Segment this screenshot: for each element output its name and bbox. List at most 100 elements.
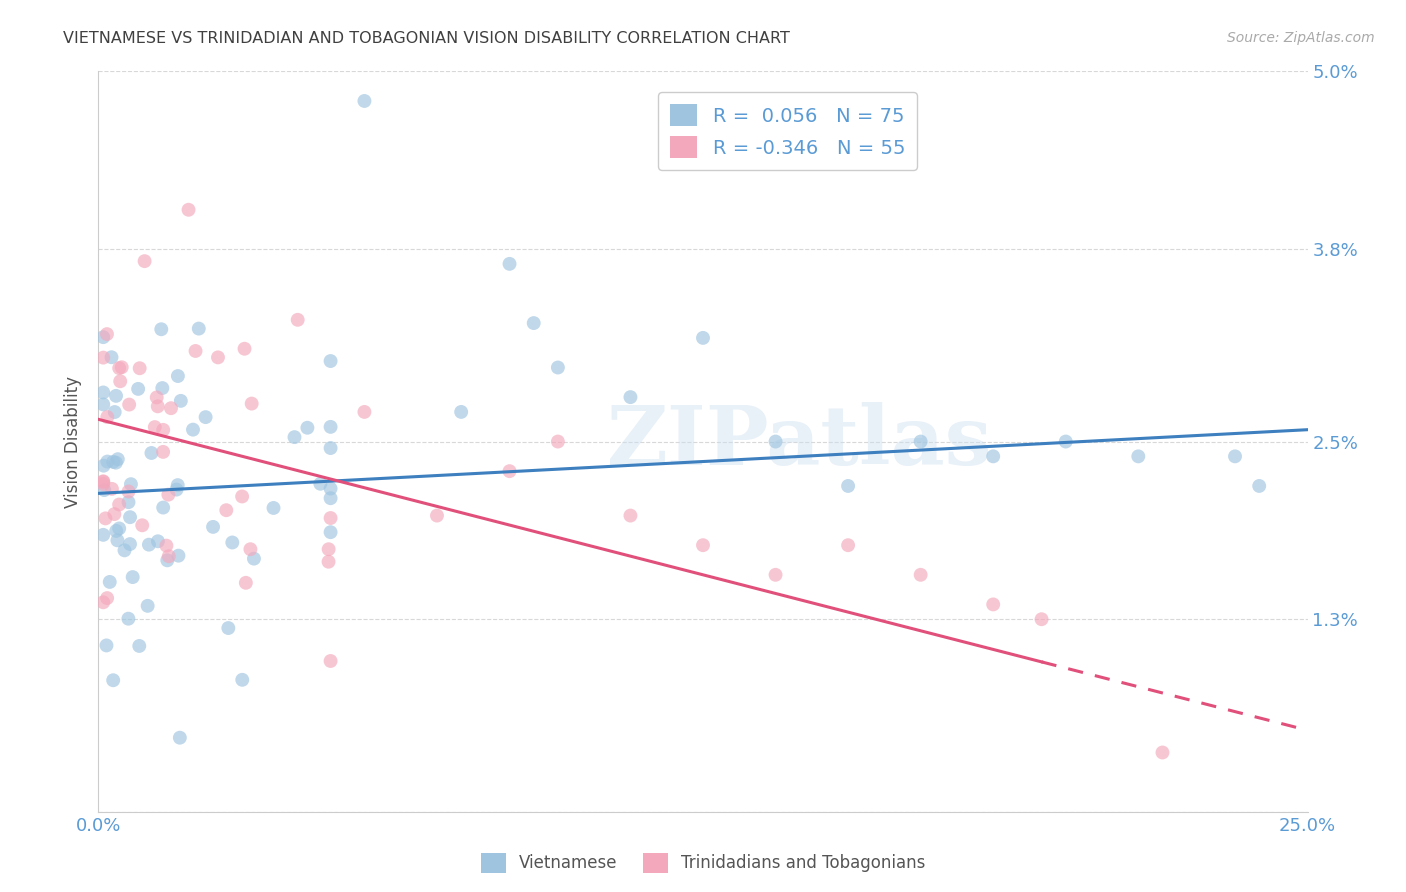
Point bbox=[96, 639, 118, 653]
Point bbox=[103, 507, 125, 521]
Point bbox=[1128, 450, 1150, 464]
Y-axis label: Vision Disability: Vision Disability bbox=[65, 376, 83, 508]
Point bbox=[353, 405, 375, 419]
Point bbox=[619, 508, 641, 523]
Point bbox=[93, 483, 115, 497]
Point bbox=[166, 483, 188, 497]
Point bbox=[100, 350, 122, 364]
Point bbox=[1223, 450, 1246, 464]
Point bbox=[96, 591, 118, 605]
Point bbox=[215, 503, 238, 517]
Point bbox=[105, 389, 128, 403]
Point bbox=[319, 525, 342, 540]
Point bbox=[353, 94, 375, 108]
Point bbox=[96, 454, 118, 468]
Point bbox=[128, 639, 150, 653]
Point bbox=[1152, 746, 1174, 760]
Point bbox=[108, 361, 131, 376]
Point bbox=[155, 539, 177, 553]
Point bbox=[169, 731, 191, 745]
Point bbox=[103, 455, 125, 469]
Point bbox=[131, 518, 153, 533]
Point bbox=[910, 567, 932, 582]
Point bbox=[981, 598, 1004, 612]
Point bbox=[523, 316, 546, 330]
Point bbox=[91, 351, 114, 365]
Point bbox=[837, 479, 859, 493]
Point bbox=[837, 538, 859, 552]
Point bbox=[91, 385, 114, 400]
Point bbox=[138, 538, 160, 552]
Point bbox=[136, 599, 159, 613]
Point bbox=[319, 482, 342, 496]
Point bbox=[765, 567, 787, 582]
Point bbox=[1031, 612, 1053, 626]
Point bbox=[1249, 479, 1271, 493]
Point bbox=[118, 537, 141, 551]
Point bbox=[319, 420, 342, 434]
Point bbox=[170, 393, 193, 408]
Point bbox=[221, 535, 243, 549]
Point bbox=[240, 396, 263, 410]
Point bbox=[118, 510, 141, 524]
Point bbox=[146, 400, 169, 414]
Point bbox=[319, 491, 342, 506]
Point bbox=[765, 434, 787, 449]
Point bbox=[91, 595, 114, 609]
Point bbox=[450, 405, 472, 419]
Point bbox=[231, 490, 253, 504]
Point bbox=[150, 322, 173, 336]
Point bbox=[98, 574, 121, 589]
Point bbox=[692, 331, 714, 345]
Point bbox=[120, 477, 142, 491]
Point bbox=[498, 464, 520, 478]
Point bbox=[117, 484, 139, 499]
Point bbox=[283, 430, 305, 444]
Point bbox=[111, 360, 134, 375]
Point bbox=[93, 458, 115, 473]
Point bbox=[167, 369, 190, 384]
Point bbox=[110, 374, 132, 388]
Point bbox=[107, 452, 129, 467]
Point bbox=[91, 330, 114, 344]
Point bbox=[134, 254, 156, 268]
Point bbox=[152, 500, 174, 515]
Point bbox=[157, 549, 180, 564]
Point bbox=[157, 488, 180, 502]
Point bbox=[114, 543, 136, 558]
Point bbox=[152, 445, 174, 459]
Point bbox=[619, 390, 641, 404]
Point bbox=[108, 498, 131, 512]
Point bbox=[166, 478, 188, 492]
Point bbox=[287, 313, 309, 327]
Point bbox=[231, 673, 253, 687]
Point bbox=[128, 361, 150, 376]
Point bbox=[207, 351, 229, 365]
Point bbox=[96, 410, 118, 425]
Point bbox=[319, 511, 342, 525]
Point bbox=[150, 381, 173, 395]
Point bbox=[107, 533, 129, 548]
Legend: R =  0.056   N = 75, R = -0.346   N = 55: R = 0.056 N = 75, R = -0.346 N = 55 bbox=[658, 92, 917, 170]
Point bbox=[141, 446, 163, 460]
Legend: Vietnamese, Trinidadians and Tobagonians: Vietnamese, Trinidadians and Tobagonians bbox=[474, 847, 932, 880]
Point bbox=[319, 441, 342, 455]
Point bbox=[426, 508, 449, 523]
Point bbox=[547, 360, 569, 375]
Point bbox=[91, 397, 114, 411]
Point bbox=[187, 321, 209, 335]
Point bbox=[101, 482, 124, 496]
Point bbox=[108, 521, 131, 535]
Point bbox=[319, 654, 342, 668]
Point bbox=[105, 524, 128, 538]
Point bbox=[910, 434, 932, 449]
Point bbox=[146, 534, 169, 549]
Point bbox=[318, 542, 340, 557]
Point bbox=[202, 520, 225, 534]
Point bbox=[233, 342, 256, 356]
Point bbox=[91, 477, 114, 491]
Point bbox=[117, 495, 139, 509]
Point bbox=[91, 528, 114, 542]
Point bbox=[184, 343, 207, 358]
Point bbox=[104, 456, 127, 470]
